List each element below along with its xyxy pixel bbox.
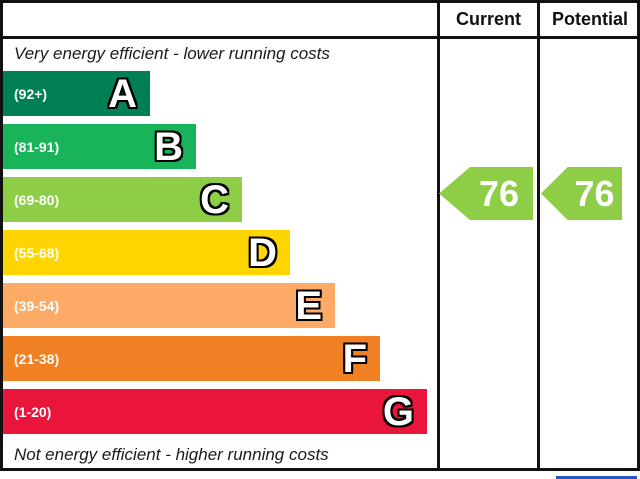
current-column-divider <box>437 0 440 471</box>
band-letter: A <box>108 71 137 116</box>
band-letter: D <box>248 230 277 275</box>
band-bar-b: (81-91) B <box>3 124 196 169</box>
band-range-label: (1-20) <box>14 403 52 420</box>
band-bar-c: (69-80) C <box>3 177 242 222</box>
band-range-label: (92+) <box>14 85 48 102</box>
current-column-header: Current <box>455 9 521 29</box>
top-caption: Very energy efficient - lower running co… <box>14 44 330 63</box>
band-letter: C <box>200 177 229 222</box>
band-letter: G <box>382 389 414 434</box>
band-range-label: (55-68) <box>14 244 60 261</box>
potential-rating-value: 76 <box>574 172 615 214</box>
band-bar-g: (1-20) G <box>3 389 427 434</box>
band-bar-f: (21-38) F <box>3 336 380 381</box>
band-bar-e: (39-54) E <box>3 283 335 328</box>
band-range-label: (39-54) <box>14 297 60 314</box>
potential-column-header: Potential <box>551 9 628 29</box>
band-bar-a: (92+) A <box>3 71 150 116</box>
potential-column-divider <box>537 0 540 471</box>
band-letter: F <box>342 336 367 381</box>
band-range-label: (81-91) <box>14 138 60 155</box>
band-bar-d: (55-68) D <box>3 230 290 275</box>
rating-bands: (92+) A (81-91) B (69-80) C (55-68) D (3… <box>3 71 437 442</box>
header-divider-line <box>0 36 640 39</box>
partial-blue-border-line <box>556 476 637 479</box>
band-letter: B <box>154 124 183 169</box>
band-letter: E <box>295 283 322 328</box>
bottom-caption: Not energy efficient - higher running co… <box>14 445 329 464</box>
potential-rating-arrow: 76 <box>541 167 622 220</box>
current-rating-value: 76 <box>478 172 520 214</box>
band-range-label: (21-38) <box>14 350 60 367</box>
band-range-label: (69-80) <box>14 191 60 208</box>
